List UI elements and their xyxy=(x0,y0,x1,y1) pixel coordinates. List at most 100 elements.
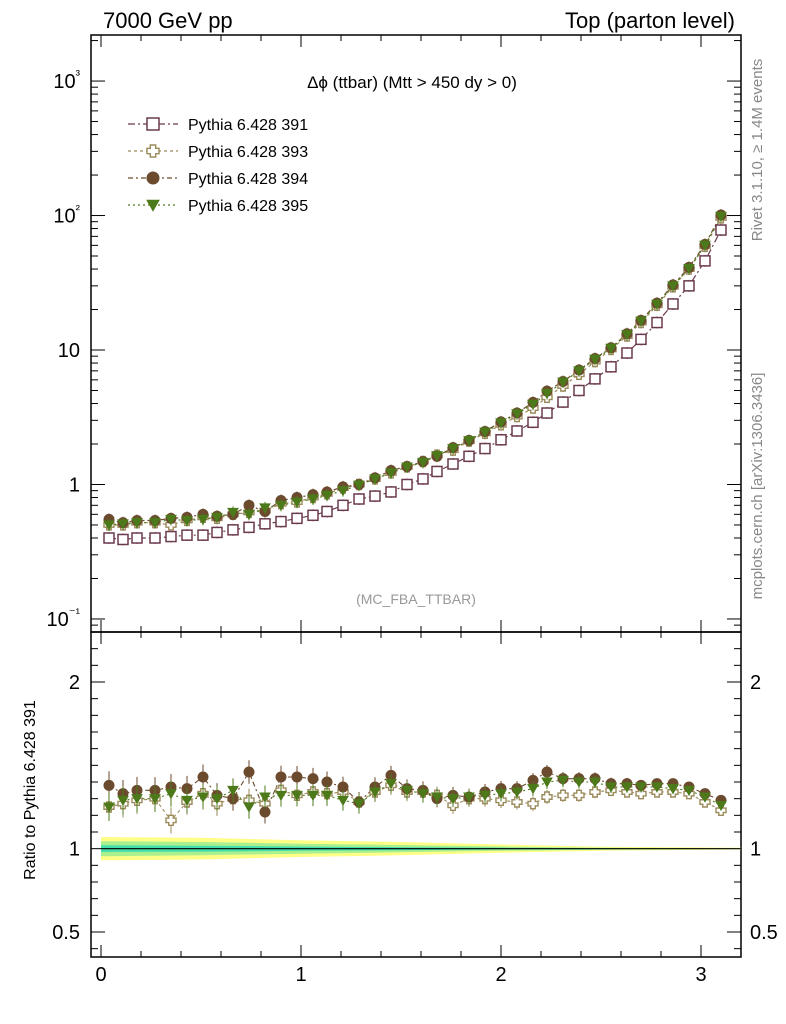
y-tick-label: 10⁻¹ xyxy=(47,605,81,631)
data-point xyxy=(511,425,523,437)
data-point xyxy=(321,505,333,518)
legend-label: Pythia 6.428 394 xyxy=(188,171,308,188)
data-point xyxy=(385,779,397,790)
data-point xyxy=(605,782,617,793)
data-point xyxy=(146,144,160,158)
header-left: 7000 GeV pp xyxy=(103,8,233,33)
data-point xyxy=(557,775,569,787)
data-point xyxy=(321,790,333,802)
data-point xyxy=(621,347,633,359)
data-point xyxy=(431,451,443,462)
ratio-frame xyxy=(90,631,742,958)
data-point xyxy=(353,480,365,491)
data-point xyxy=(635,333,647,346)
data-point xyxy=(149,794,161,805)
data-point xyxy=(275,500,287,512)
data-point xyxy=(243,509,255,521)
data-point xyxy=(715,224,727,236)
data-point xyxy=(589,354,601,366)
data-point xyxy=(337,795,349,807)
data-point xyxy=(635,782,647,793)
data-point xyxy=(103,532,115,544)
data-point xyxy=(131,794,143,805)
x-tick-label: 0 xyxy=(95,964,106,986)
data-point xyxy=(243,521,255,534)
series-line xyxy=(108,770,722,814)
data-point xyxy=(146,171,160,185)
data-point xyxy=(307,790,319,802)
main-panel: 10⁻¹ 1 10 10² 10³ xyxy=(47,34,742,633)
series-line xyxy=(108,216,722,526)
data-point xyxy=(337,499,349,512)
data-point xyxy=(527,399,539,411)
data-point xyxy=(667,281,679,292)
data-point xyxy=(259,518,271,530)
data-point xyxy=(479,442,491,455)
data-point xyxy=(589,786,601,798)
data-point xyxy=(259,503,271,514)
data-point xyxy=(573,789,585,802)
y-tick-label: 1 xyxy=(69,839,80,861)
y-tick-label: 10² xyxy=(53,202,80,228)
data-point xyxy=(211,512,223,524)
data-point xyxy=(447,458,459,470)
data-point xyxy=(431,792,443,803)
data-point xyxy=(291,512,303,525)
y-tick-label: 10³ xyxy=(53,67,80,93)
data-point xyxy=(605,343,617,355)
data-point xyxy=(479,790,491,802)
rivet-label: Rivet 3.1.10, ≥ 1.4M events xyxy=(749,59,766,242)
data-point xyxy=(211,794,223,805)
data-point xyxy=(307,509,319,522)
data-point xyxy=(259,792,271,803)
data-point xyxy=(117,533,129,546)
ratio-y-label: Ratio to Pythia 6.428 391 xyxy=(22,700,39,880)
data-point xyxy=(197,514,209,526)
data-point xyxy=(417,473,429,485)
data-point xyxy=(447,444,459,455)
data-point xyxy=(307,494,319,505)
data-point xyxy=(573,777,585,788)
series-line xyxy=(108,214,722,524)
data-point xyxy=(511,409,523,420)
data-point xyxy=(683,263,695,275)
data-point xyxy=(621,782,633,793)
data-point xyxy=(541,777,553,788)
data-point xyxy=(573,366,585,377)
y-tick-label: 10 xyxy=(58,340,80,362)
data-point xyxy=(369,787,381,798)
data-point xyxy=(353,799,365,810)
data-point xyxy=(307,773,319,785)
data-point xyxy=(211,526,223,539)
data-point xyxy=(651,299,663,310)
data-point xyxy=(541,388,553,400)
y-tick-label: 1 xyxy=(69,474,80,496)
data-point xyxy=(463,792,475,803)
data-point xyxy=(401,462,413,473)
legend: Pythia 6.428 391 Pythia 6.428 393 Pythia 6… xyxy=(128,117,308,215)
data-point xyxy=(146,117,160,131)
data-point xyxy=(369,474,381,485)
data-point xyxy=(103,520,115,531)
data-point xyxy=(103,802,115,813)
data-point xyxy=(683,280,695,292)
data-point xyxy=(337,486,349,497)
data-point xyxy=(589,373,601,385)
data-point xyxy=(275,515,287,528)
data-point xyxy=(715,800,727,812)
data-point xyxy=(527,784,539,795)
legend-label: Pythia 6.428 391 xyxy=(188,117,308,134)
series-line xyxy=(108,229,722,541)
x-tick-label: 3 xyxy=(695,964,706,986)
data-point xyxy=(165,514,177,526)
data-point xyxy=(635,787,647,800)
data-point xyxy=(103,779,115,791)
data-point xyxy=(573,384,585,397)
data-point xyxy=(495,418,507,429)
data-point xyxy=(197,529,209,541)
data-point xyxy=(353,493,365,505)
data-point xyxy=(589,777,601,788)
data-point xyxy=(651,782,663,793)
data-point xyxy=(181,795,193,807)
data-point xyxy=(385,468,397,479)
